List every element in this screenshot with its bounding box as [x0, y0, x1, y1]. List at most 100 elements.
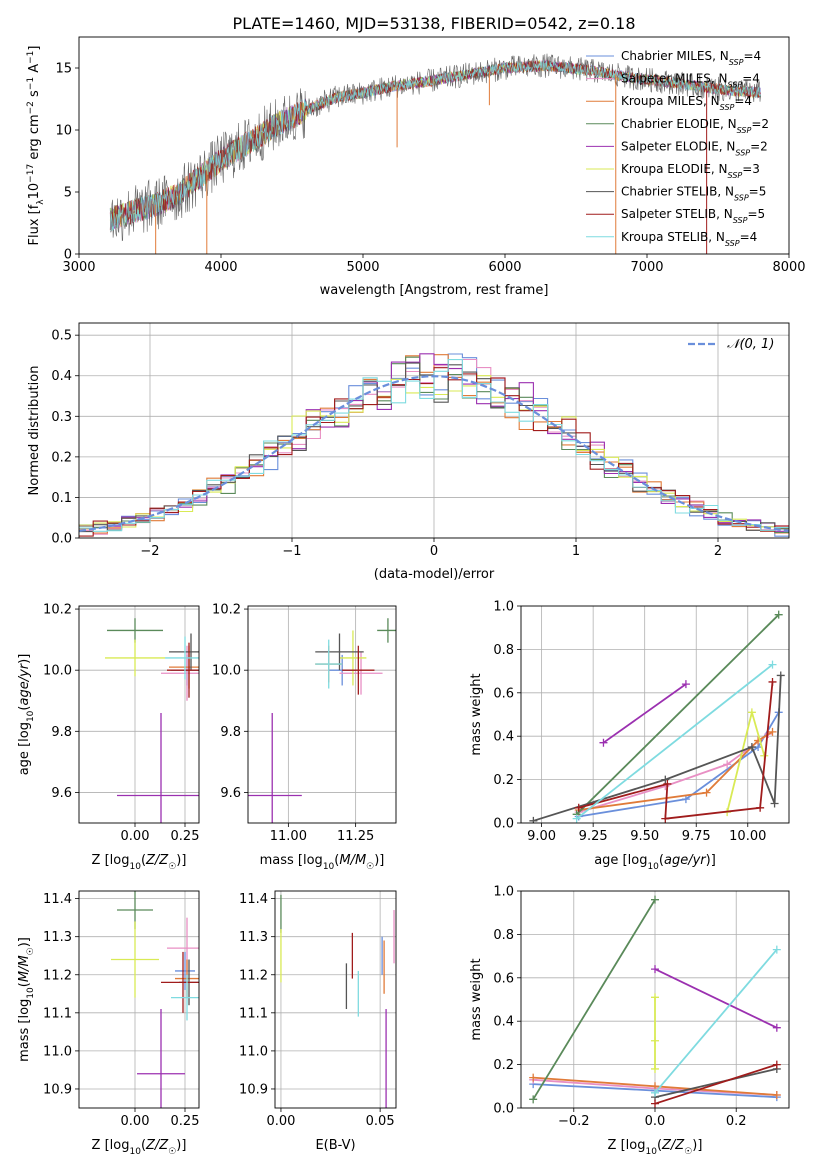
residuals-panel: −2 −1 0 1 2 0.0 0.1 0.2 0.3 0.4 0.5 𝒩(0, 1) (data-mo…	[27, 322, 790, 582]
weight-vs-age-series-salpeter-elodie	[602, 683, 687, 744]
residuals-xlabel: (data-model)/error	[374, 567, 495, 582]
weight-vs-age-ytick-label: 0.6	[493, 686, 514, 701]
residuals-frame	[78, 322, 790, 539]
weight-vs-age-series-salpeter-stelib-marker	[661, 814, 670, 823]
spectrum-ylabel-part: −1	[26, 77, 36, 90]
mass-vs-Z-xlabel-part: Z/Z	[145, 1138, 169, 1153]
residuals-xtick-label: 0	[430, 544, 438, 559]
weight-vs-Z-series-salpeter-elodie-marker	[651, 965, 659, 974]
mass-vs-Z-ylabel-part: mass [log	[17, 999, 32, 1062]
spectrum-xlabel: wavelength [Angstrom, rest frame]	[320, 283, 549, 298]
mass-vs-Z-ylabel-part: )]	[17, 937, 32, 947]
weight-vs-Z-series-salpeter-stelib	[654, 1063, 778, 1105]
weight-vs-age-xtick-label: 10.00	[729, 829, 766, 844]
weight-vs-Z-series-chabrier-elodie	[532, 899, 656, 1100]
hist-kroupa-stelib	[79, 359, 789, 532]
weight-vs-Z-ytick-label: 0.0	[493, 1102, 514, 1117]
weight-vs-age-series-chabrier-stelib-marker	[747, 743, 756, 752]
weight-vs-Z-xtick-label: 0.2	[726, 1114, 747, 1129]
mass-vs-Z-ytick-label: 10.9	[43, 1082, 72, 1097]
age-vs-mass-frame	[247, 605, 397, 824]
mass-vs-Z-plot-area	[79, 891, 199, 1108]
age-vs-Z-ylabel-part: (	[17, 706, 32, 711]
weight-vs-age-series-salpeter-elodie-marker	[681, 680, 690, 689]
mass-vs-Z-xlabel-part: (	[141, 1138, 146, 1153]
weight-vs-age-panel: 9.00 9.25 9.50 9.75 10.00 0.0 0.2 0.4 0.6 0.8 1.0 a…	[469, 600, 790, 872]
age-vs-Z-ylabel-part: 10	[26, 710, 36, 722]
legend-count: =4	[743, 49, 761, 63]
weight-vs-age-ylabel: mass weight	[469, 673, 484, 755]
age-vs-Z-xlabel-part: Z/Z	[145, 853, 169, 868]
residuals-ytick-label: 0.5	[51, 329, 72, 344]
weight-vs-Z-plot-area	[521, 891, 789, 1108]
residuals-xtick-label: 2	[714, 544, 722, 559]
mass-vs-EBV-xtick-label: 0.05	[366, 1114, 395, 1129]
spectrum-ylabel-part: erg cm	[27, 114, 42, 163]
weight-vs-Z-series-chabrier-elodie-marker	[651, 895, 659, 904]
mass-vs-EBV-xlabel: E(B-V)	[315, 1138, 355, 1153]
spectrum-xtick-label: 8000	[772, 260, 805, 275]
weight-vs-Z-xlabel-part: 10	[645, 1147, 657, 1157]
legend-label: Kroupa ELODIE, NSSP=3	[621, 162, 760, 180]
spectrum-ylabel-part: −2	[26, 101, 36, 114]
age-vs-Z-ytick-label: 10.0	[43, 664, 72, 679]
residuals-xtick-label: −2	[140, 544, 159, 559]
weight-vs-Z-series-kroupa-elodie-marker	[651, 1036, 659, 1045]
age-vs-Z-panel: 0.00 0.259.69.810.010.2Z [log10(Z/Z☉)]age…	[17, 603, 199, 872]
spectrum-ytick-label: 10	[55, 124, 72, 139]
age-vs-mass-xlabel-part: M/M	[339, 853, 366, 868]
weight-vs-age-ytick-label: 0.4	[493, 730, 514, 745]
weight-vs-age-series-salpeter-stelib-marker	[574, 803, 583, 812]
age-vs-mass-xlabel-part: )]	[374, 853, 384, 868]
mass-vs-Z-ylabel-part: (	[17, 982, 32, 987]
weight-vs-age-xlabel-part: age/yr	[664, 853, 707, 868]
mass-vs-Z-ytick-label: 11.0	[43, 1044, 72, 1059]
weight-vs-Z-ytick-label: 1.0	[493, 885, 514, 900]
spectrum-ytick-label: 0	[64, 248, 72, 263]
mass-vs-EBV-ytick-label: 11.0	[239, 1044, 268, 1059]
weight-vs-age-series-kroupa-miles-marker	[702, 788, 711, 797]
spectrum-xtick-label: 6000	[488, 260, 521, 275]
legend-count: =4	[740, 230, 758, 244]
legend-sub: SSP	[728, 171, 743, 180]
weight-vs-Z-xlabel-part: )]	[692, 1138, 702, 1153]
weight-vs-age-series-chabrier-elodie	[576, 614, 780, 815]
mass-vs-EBV-ytick-label: 11.4	[239, 892, 268, 907]
normal-legend-label: 𝒩(0, 1)	[727, 337, 774, 352]
spectrum-ylabel-part: ]	[27, 46, 42, 51]
mass-vs-EBV-ytick-label: 10.9	[239, 1082, 268, 1097]
age-vs-Z-ytick-label: 9.8	[51, 725, 72, 740]
age-vs-mass-panel: 11.00 11.25 9.6 9.8 10.0 10.2 mass [log10(M/M☉…	[212, 603, 397, 872]
weight-vs-age-xtick-label: 9.00	[527, 829, 556, 844]
age-vs-mass-ytick-label: 9.8	[220, 725, 241, 740]
residuals-ytick-label: 0.4	[51, 369, 72, 384]
legend-sub: SSP	[733, 216, 748, 225]
weight-vs-Z-series-chabrier-stelib	[654, 1068, 778, 1099]
mass-vs-Z-ylabel-part: 10	[26, 987, 36, 999]
spectrum-ylabel: Flux [fλ10−17 erg cm−2 s−1 A−1]	[26, 46, 46, 246]
legend-sub: SSP	[728, 80, 743, 89]
age-vs-mass-ytick-label: 10.2	[212, 603, 241, 618]
legend-sub: SSP	[737, 125, 752, 134]
weight-vs-Z-xlabel: Z [log10(Z/Z☉)]	[608, 1138, 703, 1157]
weight-vs-age-series-kroupa-stelib	[576, 663, 774, 820]
spectrum-ylabel-part: −17	[26, 164, 36, 183]
residuals-ylabel: Normed distribution	[27, 366, 42, 496]
weight-vs-age-ytick-label: 0.8	[493, 643, 514, 658]
weight-vs-age-series-chabrier-stelib-marker	[776, 671, 785, 680]
mass-vs-Z-xlabel-part: Z [log	[92, 1138, 130, 1153]
weight-vs-Z-xlabel-part: Z/Z	[661, 1138, 685, 1153]
weight-vs-Z-series-chabrier-elodie-marker	[529, 1095, 538, 1104]
legend-label: Salpeter STELIB, NSSP=5	[621, 207, 765, 225]
weight-vs-Z-series-kroupa-elodie-marker	[651, 993, 659, 1002]
age-vs-mass-xlabel-part: 10	[323, 862, 335, 872]
weight-vs-Z-series-kroupa-elodie-marker	[651, 1064, 659, 1073]
weight-vs-age-series-chabrier-stelib-marker	[529, 816, 538, 823]
legend-count: =4	[734, 94, 752, 108]
age-vs-Z-xlabel-part: )]	[176, 853, 186, 868]
mass-vs-EBV-ytick-label: 11.1	[239, 1006, 268, 1021]
mass-vs-EBV-plot-area	[275, 891, 396, 1108]
weight-vs-Z-series-kroupa-miles-marker	[529, 1073, 538, 1082]
